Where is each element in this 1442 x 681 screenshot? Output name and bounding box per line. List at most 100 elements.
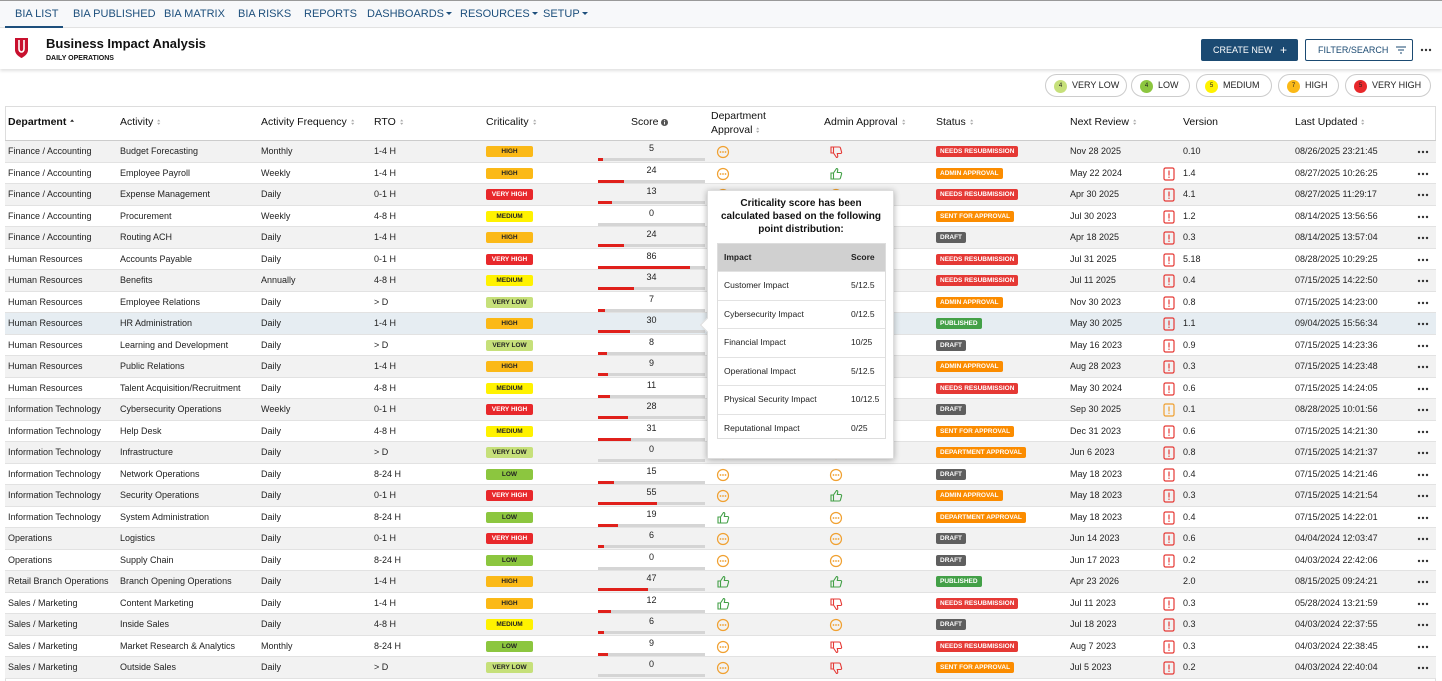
review-warning-icon (1163, 166, 1175, 181)
filter-search-button[interactable]: FILTER/SEARCH (1305, 39, 1413, 61)
impact-score: 5/12.5 (851, 280, 875, 290)
legend-label: VERY LOW (1072, 80, 1120, 90)
column-header[interactable]: Admin Approval (824, 116, 910, 128)
table-row[interactable]: Finance / Accounting Budget Forecasting Mo… (5, 141, 1436, 163)
cell-department: Finance / Accounting (8, 167, 92, 178)
table-row[interactable]: Sales / Marketing Market Research & Analy… (5, 635, 1436, 657)
more-menu[interactable] (1419, 43, 1433, 57)
table-row[interactable]: Information Technology Security Operation… (5, 485, 1436, 507)
cell-frequency: Daily (261, 232, 282, 242)
column-header[interactable]: Activity (120, 116, 165, 128)
row-actions[interactable] (1416, 597, 1430, 611)
row-actions[interactable] (1416, 425, 1430, 439)
cell-department: Operations (8, 533, 53, 543)
criticality-badge: HIGH (486, 361, 533, 372)
cell-rto: > D (374, 662, 389, 672)
cell-frequency: Weekly (261, 404, 291, 414)
score-value: 19 (646, 508, 657, 519)
cell-frequency: Daily (261, 468, 282, 479)
nav-tab[interactable]: BIA MATRIX (164, 8, 225, 20)
cell-version: 0.1 (1183, 404, 1196, 414)
row-actions[interactable] (1416, 296, 1430, 310)
row-actions[interactable] (1416, 661, 1430, 675)
row-actions[interactable] (1416, 532, 1430, 546)
table-row[interactable]: Operations Supply Chain Daily 8-24 H LOW 0 DRA… (5, 549, 1436, 571)
cell-rto: > D (374, 447, 389, 457)
row-actions[interactable] (1416, 468, 1430, 482)
create-new-button[interactable]: CREATE NEW + (1201, 39, 1298, 61)
row-actions[interactable] (1416, 382, 1430, 396)
column-header[interactable]: Score (631, 116, 670, 128)
cell-version: 0.9 (1183, 339, 1196, 350)
score-track (598, 308, 705, 312)
column-header[interactable]: RTO (374, 116, 408, 128)
status-badge: SENT FOR APPROVAL (936, 425, 1015, 437)
row-actions[interactable] (1416, 167, 1430, 181)
score-bar (598, 631, 605, 634)
table-row[interactable]: Operations Logistics Daily 0-1 H VERY HIGH 6 D… (5, 528, 1436, 550)
nav-tab[interactable]: RESOURCES (460, 1, 538, 28)
row-actions[interactable] (1416, 339, 1430, 353)
score-track (598, 674, 705, 677)
row-actions[interactable] (1416, 446, 1430, 460)
column-header[interactable]: Activity Frequency (261, 116, 359, 128)
nav-tab[interactable]: DASHBOARDS (367, 1, 453, 28)
nav-tab[interactable]: REPORTS (304, 8, 357, 20)
column-header[interactable]: Last Updated (1295, 116, 1369, 128)
row-actions[interactable] (1416, 317, 1430, 331)
table-row[interactable]: Sales / Marketing Inside Sales Daily 4-8 H M… (5, 614, 1436, 636)
cell-version: 0.8 (1183, 447, 1196, 457)
cell-frequency: Daily (261, 339, 282, 350)
sort-icon (901, 119, 905, 125)
table-row[interactable]: Retail Branch Operations Branch Opening O… (5, 571, 1436, 593)
nav-tab[interactable]: SETUP (543, 1, 588, 28)
column-header[interactable]: Department (8, 116, 78, 128)
impact-score: 0/25 (851, 423, 868, 433)
row-actions[interactable] (1416, 231, 1430, 245)
cell-rto: 0-1 H (374, 404, 397, 414)
cell-activity: HR Administration (120, 318, 193, 328)
row-actions[interactable] (1416, 554, 1430, 568)
table-row[interactable]: Information Technology System Administrat… (5, 506, 1436, 528)
nav-tab[interactable]: BIA PUBLISHED (73, 8, 156, 20)
row-actions[interactable] (1416, 360, 1430, 374)
score-value: 12 (646, 594, 657, 605)
row-actions[interactable] (1416, 188, 1430, 202)
review-warning-icon (1163, 360, 1175, 374)
row-actions[interactable] (1416, 403, 1430, 417)
cell-last-updated: 05/28/2024 13:21:59 (1295, 597, 1378, 608)
row-actions[interactable] (1416, 210, 1430, 224)
table-row[interactable]: Finance / Accounting Employee Payroll Week… (5, 162, 1436, 184)
criticality-badge: VERY HIGH (486, 533, 533, 544)
cell-frequency: Daily (261, 576, 282, 586)
row-actions[interactable] (1416, 618, 1430, 632)
row-actions[interactable] (1416, 253, 1430, 267)
column-header[interactable]: Next Review (1070, 116, 1141, 128)
row-actions[interactable] (1416, 511, 1430, 525)
tooltip-row-rule (718, 299, 885, 301)
admin-approval-icon (829, 511, 843, 524)
row-actions[interactable] (1416, 274, 1430, 288)
header-rule (5, 140, 1436, 141)
table-row[interactable]: Sales / Marketing Content Marketing Daily 1… (5, 592, 1436, 614)
cell-version: 4.1 (1183, 189, 1196, 199)
score-track (598, 437, 705, 441)
column-header[interactable]: Status (936, 116, 978, 128)
tooltip-title: Criticality score has been calculated ba… (720, 198, 882, 235)
column-header[interactable]: Department Approval (711, 110, 766, 136)
row-actions[interactable] (1416, 489, 1430, 503)
column-header[interactable]: Criticality (486, 116, 541, 128)
row-actions[interactable] (1416, 640, 1430, 654)
nav-tab[interactable]: BIA LIST (15, 8, 59, 20)
nav-tab[interactable]: BIA RISKS (238, 8, 292, 20)
table-row[interactable]: Information Technology Network Operations… (5, 463, 1436, 485)
status-badge: NEEDS RESUBMISSION (936, 597, 1019, 609)
row-actions[interactable] (1416, 575, 1430, 589)
review-warning-icon (1163, 489, 1175, 503)
cell-last-updated: 08/14/2025 13:57:04 (1295, 232, 1378, 242)
table-row[interactable]: Sales / Marketing Outside Sales Daily > D VE… (5, 657, 1436, 679)
impact-name: Customer Impact (724, 280, 789, 290)
cell-department: Retail Branch Operations (8, 576, 109, 586)
row-actions[interactable] (1416, 145, 1430, 159)
